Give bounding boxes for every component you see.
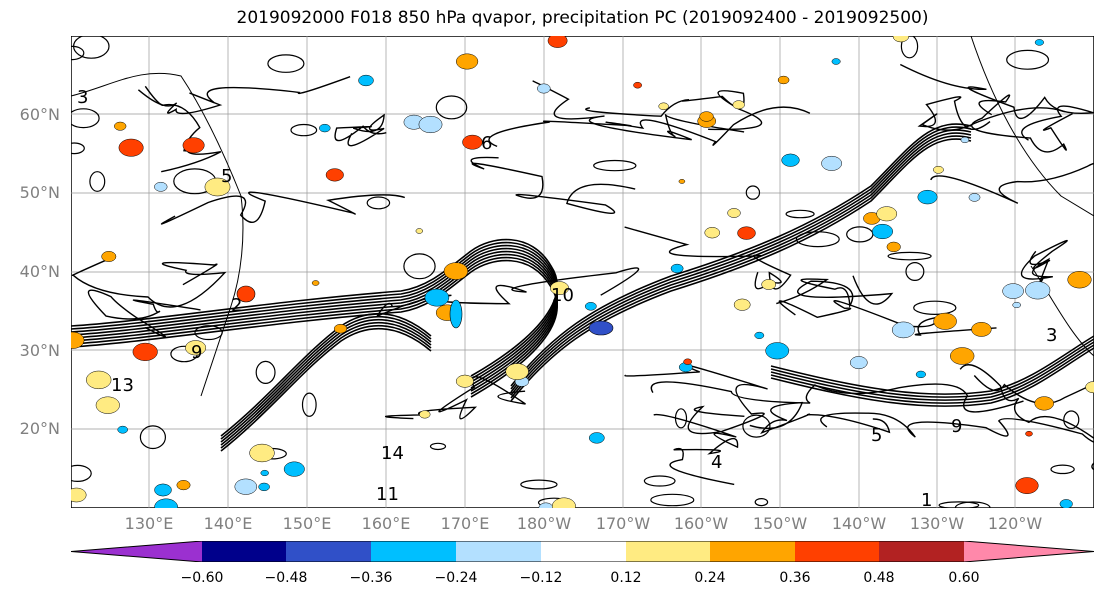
colorbar-segment-5 [541, 541, 626, 562]
contour-label: 6 [481, 133, 492, 154]
contour-label: 9 [191, 342, 202, 363]
lat-label-30n: 30°N [19, 341, 60, 360]
colorbar-tick-2: −0.48 [264, 570, 308, 586]
qvapor-contours [71, 36, 1094, 508]
contour-label: 2 [231, 295, 242, 316]
contour-label: 9 [951, 416, 962, 437]
lon-label-170w: 170°W [595, 514, 651, 533]
contour-label: 5 [221, 166, 232, 187]
contour-label: 3 [1046, 325, 1057, 346]
colorbar-segment-2 [286, 541, 371, 562]
colorbar-tick-5: −0.12 [519, 570, 563, 586]
lon-label-140w: 140°W [831, 514, 887, 533]
lon-label-180w: 180°W [516, 514, 572, 533]
colorbar [71, 541, 1094, 562]
colorbar-tick-3: −0.36 [349, 570, 393, 586]
colorbar-tick-8: 0.36 [779, 570, 811, 586]
colorbar-segment-1 [202, 541, 286, 562]
colorbar-segment-8 [795, 541, 879, 562]
lon-label-150w: 150°W [752, 514, 808, 533]
lon-label-120w: 120°W [987, 514, 1043, 533]
lat-label-60n: 60°N [19, 105, 60, 124]
lon-label-150e: 150°E [282, 514, 332, 533]
precip-shading [71, 36, 1094, 508]
contour-label: 1 [921, 490, 932, 508]
colorbar-extend-low [71, 541, 202, 562]
colorbar-tick-7: 0.24 [694, 570, 726, 586]
contour-label: 11 [376, 484, 399, 505]
colorbar-segment-4 [456, 541, 541, 562]
chart-title: 2019092000 F018 850 hPa qvapor, precipit… [236, 8, 929, 28]
colorbar-segment-7 [710, 541, 795, 562]
colorbar-extend-high [964, 541, 1094, 562]
colorbar-tick-9: 0.48 [863, 570, 895, 586]
contour-label: 14 [381, 443, 404, 464]
colorbar-segment-3 [371, 541, 456, 562]
lon-label-160e: 160°E [361, 514, 411, 533]
lon-label-140e: 140°E [203, 514, 253, 533]
contour-label: 5 [871, 425, 882, 446]
coastline-alaska [970, 36, 1094, 217]
colorbar-tick-6: 0.12 [610, 570, 642, 586]
lon-label-160w: 160°W [673, 514, 729, 533]
contour-label: 13 [111, 375, 134, 396]
lat-label-40n: 40°N [19, 262, 60, 281]
contour-label: 3 [77, 87, 88, 108]
contour-label: 10 [551, 285, 574, 306]
colorbar-tick-10: 0.60 [948, 570, 980, 586]
lon-label-170e: 170°E [440, 514, 490, 533]
lon-label-130e: 130°E [124, 514, 174, 533]
colorbar-segment-9 [879, 541, 964, 562]
colorbar-segment-6 [626, 541, 710, 562]
colorbar-tick-1: −0.60 [180, 570, 224, 586]
colorbar-tick-4: −0.24 [434, 570, 478, 586]
lat-label-20n: 20°N [19, 419, 60, 438]
lon-label-130w: 130°W [909, 514, 965, 533]
lat-label-50n: 50°N [19, 183, 60, 202]
contour-label: 4 [711, 452, 722, 473]
